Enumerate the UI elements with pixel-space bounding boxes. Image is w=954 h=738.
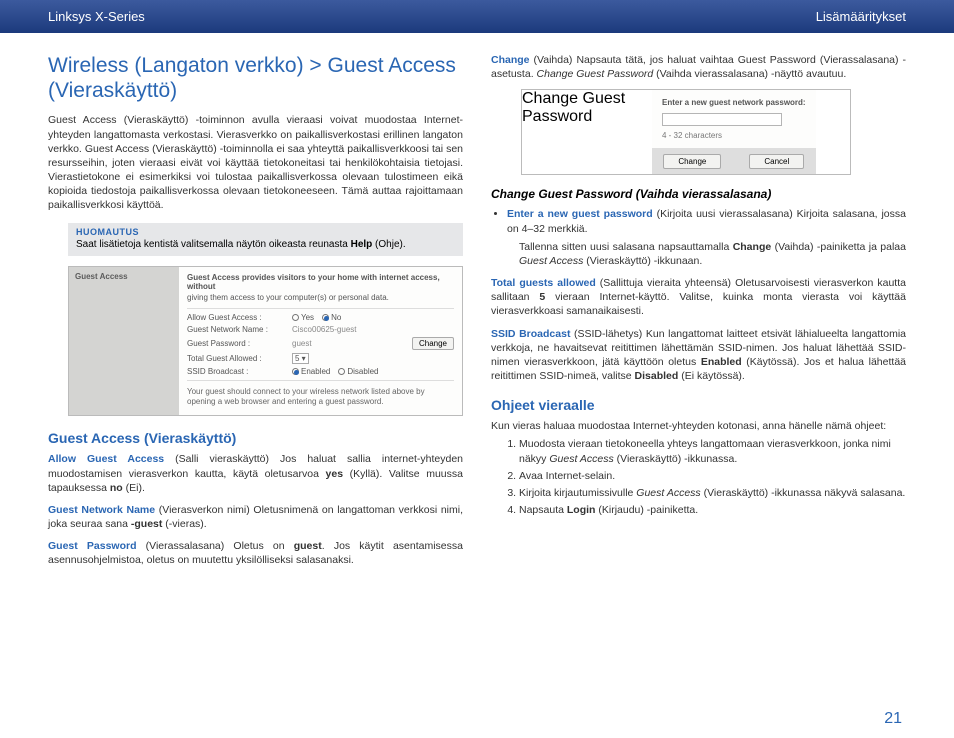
main-heading: Wireless (Langaton verkko) > Guest Acces… xyxy=(48,53,463,103)
ssid-label: SSID Broadcast : xyxy=(187,367,292,376)
note-body: Saat lisätietoja kentistä valitsemalla n… xyxy=(68,239,463,256)
radio-no[interactable] xyxy=(322,314,329,321)
subhead-change-pw: Change Guest Password (Vaihda vierassala… xyxy=(491,187,906,201)
pw-value: guest xyxy=(292,339,412,348)
total-label: Total Guest Allowed : xyxy=(187,354,292,363)
netname-label: Guest Network Name : xyxy=(187,325,292,334)
para-netname: Guest Network Name (Vierasverkon nimi) O… xyxy=(48,503,463,531)
para-total-guests: Total guests allowed (Sallittuja vierait… xyxy=(491,276,906,319)
allow-label: Allow Guest Access : xyxy=(187,313,292,322)
para-change: Change (Vaihda) Napsauta tätä, jos halua… xyxy=(491,53,906,81)
page-header: Linksys X-Series Lisämääritykset xyxy=(0,0,954,33)
header-left: Linksys X-Series xyxy=(48,9,145,24)
total-select[interactable]: 5 ▾ xyxy=(292,353,309,364)
screenshot-desc1: Guest Access provides visitors to your h… xyxy=(187,273,454,291)
netname-value: Cisco00625-guest xyxy=(292,325,356,334)
new-pw-input[interactable] xyxy=(662,113,782,126)
screenshot-footer: Your guest should connect to your wirele… xyxy=(187,387,454,408)
step-4: Napsauta Login (Kirjaudu) -painiketta. xyxy=(519,503,906,517)
shot2-side: Change Guest Password xyxy=(522,90,652,174)
subhead-ohjeet: Ohjeet vieraalle xyxy=(491,397,906,413)
shot2-prompt: Enter a new guest network password: xyxy=(662,98,806,107)
para-ssid: SSID Broadcast (SSID-lähetys) Kun langat… xyxy=(491,327,906,384)
radio-yes[interactable] xyxy=(292,314,299,321)
guest-access-screenshot: Guest Access Guest Access provides visit… xyxy=(68,266,463,417)
radio-enabled[interactable] xyxy=(292,368,299,375)
shot2-change-button[interactable]: Change xyxy=(663,154,721,169)
shot2-cancel-button[interactable]: Cancel xyxy=(749,154,804,169)
para-allow: Allow Guest Access (Salli vieraskäyttö) … xyxy=(48,452,463,495)
bullet-indent: Tallenna sitten uusi salasana napsauttam… xyxy=(491,240,906,268)
bullet-enter-pw: Enter a new guest password (Kirjoita uus… xyxy=(507,207,906,235)
pw-label: Guest Password : xyxy=(187,339,292,348)
note-box: HUOMAUTUS Saat lisätietoja kentistä vali… xyxy=(68,223,463,256)
para-password: Guest Password (Vierassalasana) Oletus o… xyxy=(48,539,463,567)
radio-disabled[interactable] xyxy=(338,368,345,375)
screenshot-side-label: Guest Access xyxy=(69,267,179,416)
page-number: 21 xyxy=(884,710,902,728)
note-title: HUOMAUTUS xyxy=(68,223,463,239)
subhead-guest-access: Guest Access (Vieraskäyttö) xyxy=(48,430,463,446)
screenshot-desc2: giving them access to your computer(s) o… xyxy=(187,293,454,302)
step-2: Avaa Internet-selain. xyxy=(519,469,906,483)
step-3: Kirjoita kirjautumissivulle Guest Access… xyxy=(519,486,906,500)
header-right: Lisämääritykset xyxy=(816,9,906,24)
ohjeet-intro: Kun vieras haluaa muodostaa Internet-yht… xyxy=(491,419,906,433)
change-pw-screenshot: Change Guest Password Enter a new guest … xyxy=(521,89,851,175)
intro-paragraph: Guest Access (Vieraskäyttö) -toiminnon a… xyxy=(48,113,463,212)
shot2-hint: 4 - 32 characters xyxy=(662,131,806,140)
change-pw-button[interactable]: Change xyxy=(412,337,454,350)
step-1: Muodosta vieraan tietokoneella yhteys la… xyxy=(519,437,906,465)
